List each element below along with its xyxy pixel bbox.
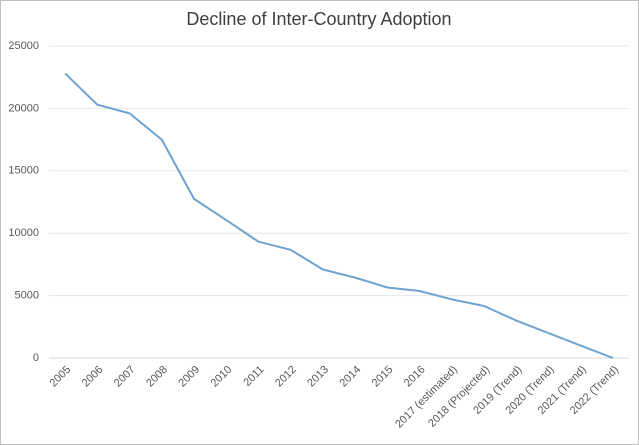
y-tick-label: 25000 [8,40,39,52]
y-tick-label: 0 [33,352,39,364]
y-tick-label: 15000 [8,165,39,177]
chart-title: Decline of Inter-Country Adoption [186,9,451,29]
y-tick-label: 10000 [8,227,39,239]
data-line [64,72,614,359]
y-tick-label: 20000 [8,102,39,114]
y-tick-label: 5000 [15,290,39,302]
